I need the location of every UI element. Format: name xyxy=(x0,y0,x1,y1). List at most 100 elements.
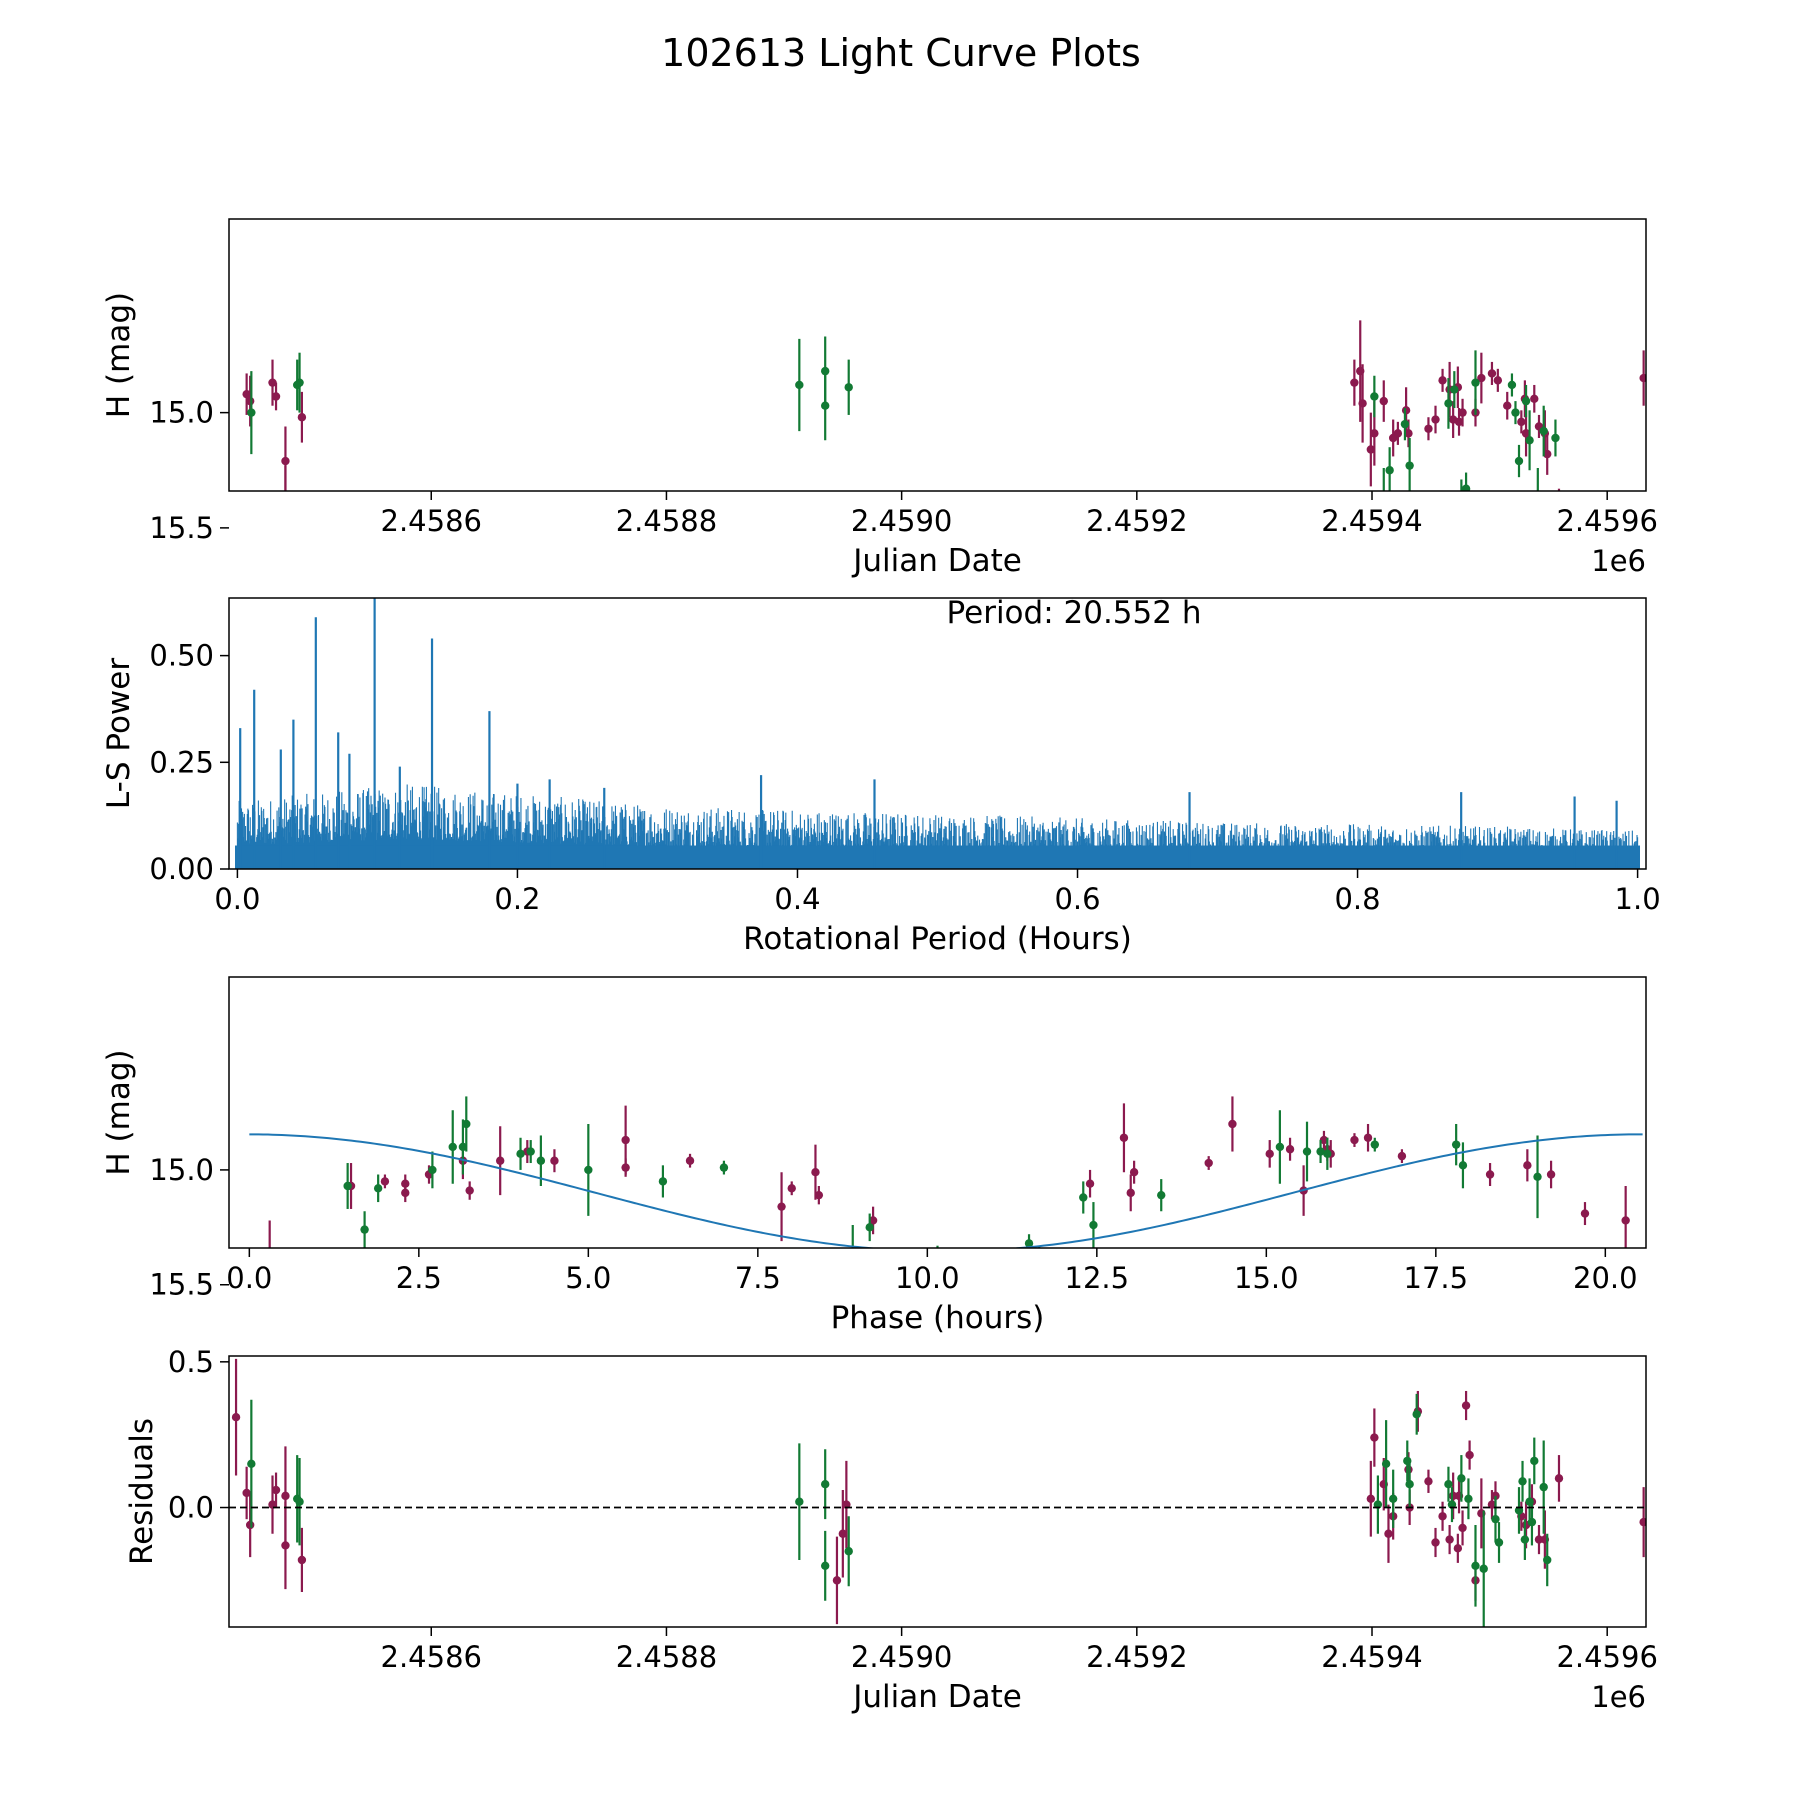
data-point xyxy=(1462,570,1470,578)
y-tick-label: 15.0 xyxy=(149,396,214,430)
data-point xyxy=(1539,426,1548,436)
data-point xyxy=(1521,429,1531,438)
axes-frame xyxy=(228,218,1647,492)
x-axis-label: Phase (hours) xyxy=(831,1300,1045,1336)
data-point xyxy=(1639,1517,1646,1527)
y-tick-label: 0.0 xyxy=(168,1491,214,1525)
data-point xyxy=(1366,445,1376,454)
data-point xyxy=(245,396,255,406)
data-point xyxy=(242,1488,251,1498)
data-point xyxy=(526,1147,535,1156)
data-point xyxy=(1424,424,1433,433)
y-axis-label: H (mag) xyxy=(101,292,137,418)
x-tick-label: 1.0 xyxy=(1615,882,1661,916)
data-point xyxy=(1497,496,1505,504)
data-point xyxy=(516,1149,525,1159)
data-point xyxy=(1451,1140,1461,1149)
y-axis-label: Residuals xyxy=(124,1418,160,1565)
data-point xyxy=(1366,1494,1376,1503)
phased-panel: 0.0 2.5 5.0 7.5 10.0 12.5 15.0 17.5 20.0 15.5 15.0… xyxy=(101,976,1647,1336)
data-point xyxy=(247,408,256,417)
x-axis-label: Julian Date xyxy=(851,1679,1022,1715)
data-point xyxy=(281,501,289,509)
data-layer xyxy=(231,1358,1646,1627)
periodogram-line-layer xyxy=(235,598,1640,869)
data-point xyxy=(1453,1544,1463,1553)
data-point xyxy=(1302,1147,1312,1156)
data-point xyxy=(1400,419,1410,429)
data-point xyxy=(1530,394,1539,403)
data-point xyxy=(1485,1170,1495,1179)
data-point xyxy=(428,1165,437,1175)
data-point xyxy=(1404,1465,1413,1474)
data-point xyxy=(495,1156,505,1165)
periodogram-floor xyxy=(235,845,1640,869)
data-point xyxy=(1401,406,1411,415)
data-point xyxy=(1458,1161,1468,1170)
x-tick-label: 2.4594 xyxy=(1321,504,1422,538)
data-point xyxy=(820,366,830,376)
data-point xyxy=(268,378,277,387)
data-point xyxy=(1431,1538,1440,1547)
data-point xyxy=(1379,396,1388,406)
x-offset-label: 1e6 xyxy=(1591,544,1646,578)
data-point xyxy=(1438,376,1447,385)
data-point xyxy=(1546,1170,1556,1179)
x-tick-label: 0.2 xyxy=(494,882,540,916)
axes-frame xyxy=(228,1355,1647,1628)
x-axis-label: Julian Date xyxy=(851,543,1022,579)
data-point xyxy=(1487,369,1497,378)
data-point xyxy=(820,1480,830,1489)
data-point xyxy=(1350,1135,1359,1145)
data-point xyxy=(271,392,281,401)
data-point xyxy=(1445,1535,1454,1544)
y-tick-label: 0.00 xyxy=(149,852,214,886)
data-point xyxy=(1517,417,1526,427)
data-point xyxy=(1004,1262,1012,1270)
data-point xyxy=(1393,429,1403,438)
data-point xyxy=(1639,373,1646,383)
data-point xyxy=(658,1177,668,1186)
data-point xyxy=(820,1561,830,1571)
data-point xyxy=(584,1165,593,1175)
data-point xyxy=(1518,1477,1527,1486)
data-point xyxy=(281,456,290,466)
x-tick-label: 2.4594 xyxy=(1321,1640,1422,1674)
x-tick-label: 5.0 xyxy=(565,1261,611,1295)
data-point xyxy=(1494,1538,1504,1547)
data-point xyxy=(1370,429,1379,438)
lightcurve-panel: 2.4586 2.4588 2.4590 2.4592 2.4594 2.4596 15.5… xyxy=(101,218,1658,579)
data-point xyxy=(1458,408,1467,417)
data-point xyxy=(1479,1564,1488,1573)
data-point xyxy=(1035,1253,1043,1261)
data-point xyxy=(1554,1474,1564,1483)
data-point xyxy=(1520,1535,1530,1544)
data-point xyxy=(1404,429,1413,438)
x-tick-label: 2.5 xyxy=(396,1261,442,1295)
x-tick-label: 15.0 xyxy=(1234,1261,1299,1295)
x-tick-label: 2.4596 xyxy=(1556,1640,1657,1674)
x-tick-label: 0.4 xyxy=(774,882,820,916)
data-point xyxy=(1477,373,1486,383)
data-point xyxy=(1503,401,1512,410)
data-point xyxy=(1285,1145,1295,1154)
x-tick-label: 10.0 xyxy=(895,1261,960,1295)
x-tick-label: 0.6 xyxy=(1054,882,1100,916)
data-point xyxy=(1405,461,1414,470)
data-point xyxy=(1465,1450,1474,1460)
figure-title: 102613 Light Curve Plots xyxy=(661,31,1141,75)
data-point xyxy=(1024,1239,1034,1248)
axes-frame xyxy=(228,976,1647,1249)
y-tick-label: 0.25 xyxy=(149,745,214,779)
data-point xyxy=(868,1216,878,1225)
data-point xyxy=(281,1491,290,1501)
x-tick-label: 12.5 xyxy=(1065,1261,1130,1295)
data-point xyxy=(1523,1161,1532,1170)
data-point xyxy=(297,413,307,422)
x-tick-label: 2.4586 xyxy=(381,504,482,538)
data-point xyxy=(1363,1133,1373,1142)
data-point xyxy=(1621,1216,1630,1225)
y-tick-label: 15.0 xyxy=(149,1153,214,1187)
data-point xyxy=(1461,1401,1471,1410)
x-tick-label: 2.4588 xyxy=(616,504,717,538)
